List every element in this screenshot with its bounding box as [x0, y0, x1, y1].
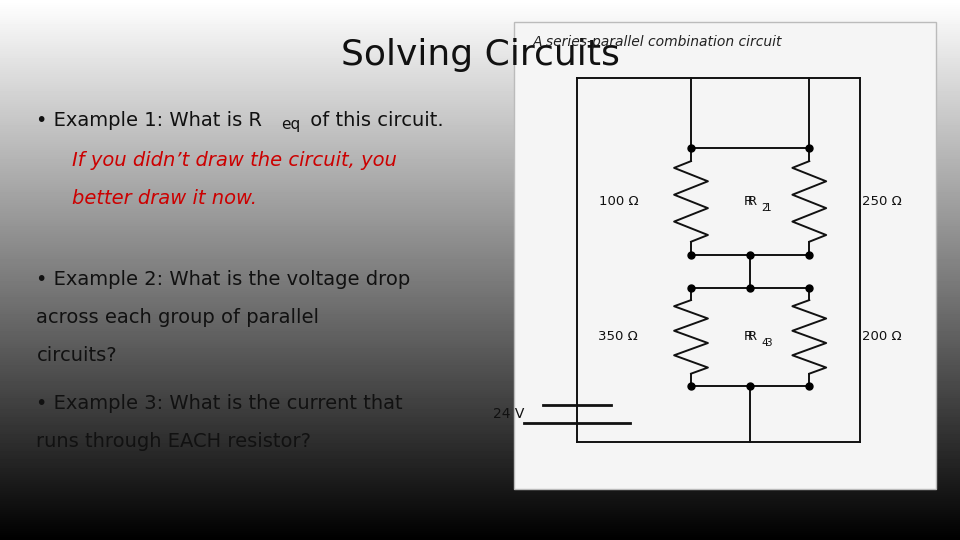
Text: If you didn’t draw the circuit, you: If you didn’t draw the circuit, you — [72, 151, 396, 170]
Text: 24 V: 24 V — [492, 407, 524, 421]
Text: • Example 1: What is R: • Example 1: What is R — [36, 111, 262, 130]
Text: R: R — [744, 195, 753, 208]
Text: 2: 2 — [761, 203, 768, 213]
Text: R: R — [747, 330, 756, 343]
Text: 4: 4 — [761, 339, 768, 348]
Text: R: R — [747, 195, 756, 208]
Text: R: R — [744, 330, 753, 343]
Text: 3: 3 — [765, 339, 772, 348]
Text: 200 Ω: 200 Ω — [862, 330, 901, 343]
Text: A series-parallel combination circuit: A series-parallel combination circuit — [533, 35, 782, 49]
Text: better draw it now.: better draw it now. — [72, 189, 257, 208]
Text: • Example 2: What is the voltage drop: • Example 2: What is the voltage drop — [36, 270, 411, 289]
Text: circuits?: circuits? — [36, 346, 117, 365]
Text: 1: 1 — [765, 203, 772, 213]
Text: 350 Ω: 350 Ω — [598, 330, 638, 343]
Text: 100 Ω: 100 Ω — [599, 195, 638, 208]
Text: Solving Circuits: Solving Circuits — [341, 38, 619, 72]
Text: eq: eq — [281, 117, 300, 132]
Text: runs through EACH resistor?: runs through EACH resistor? — [36, 432, 311, 451]
Text: of this circuit.: of this circuit. — [304, 111, 444, 130]
Text: across each group of parallel: across each group of parallel — [36, 308, 320, 327]
Text: • Example 3: What is the current that: • Example 3: What is the current that — [36, 394, 403, 413]
Text: 250 Ω: 250 Ω — [862, 195, 901, 208]
FancyBboxPatch shape — [514, 22, 936, 489]
